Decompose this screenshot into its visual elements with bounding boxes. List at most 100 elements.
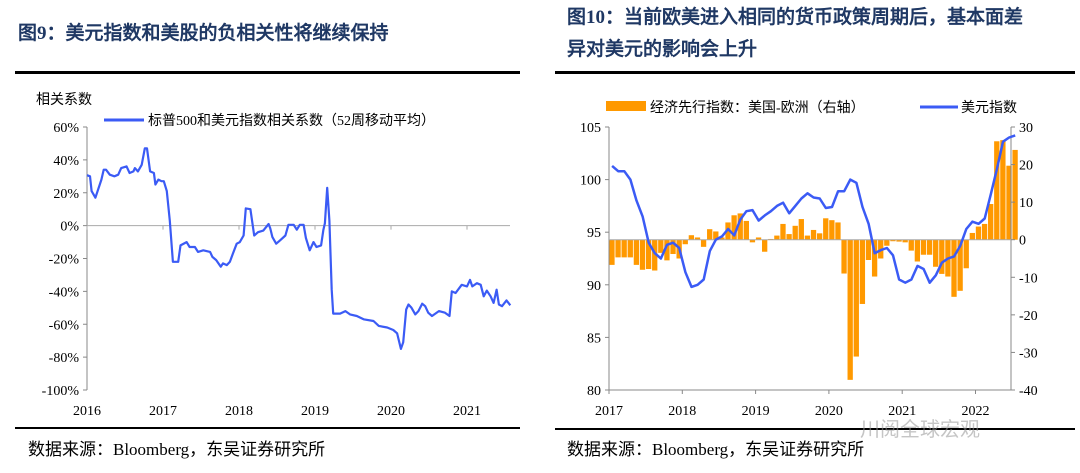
leading-index-bar: [627, 239, 633, 258]
leading-index-bar: [920, 239, 927, 255]
leading-index-bar: [609, 239, 615, 265]
leading-index-bar: [694, 237, 701, 240]
y-tick-label: 20%: [53, 187, 79, 202]
leading-index-bar: [1012, 149, 1018, 240]
x-tick-label: 2020: [815, 404, 843, 419]
leading-index-bar: [707, 229, 713, 240]
leading-index-bar: [963, 239, 969, 269]
y-tick-label: 60%: [53, 121, 79, 136]
left-chart-title: 图9：美元指数和美股的负相关性将继续保持: [18, 23, 389, 44]
x-tick-label: 2018: [668, 404, 696, 419]
left-bottom-rule: [15, 427, 520, 429]
legend-label-leading-index: 经济先行指数：美国-欧洲（右轴）: [650, 100, 865, 116]
leading-index-bar: [871, 239, 878, 277]
x-tick-label: 2019: [742, 404, 770, 419]
leading-index-bar: [737, 213, 743, 240]
right-y-tick-label: -30: [1019, 346, 1038, 361]
leading-index-bar: [804, 235, 811, 240]
leading-index-bar: [639, 239, 646, 270]
right-title-rule: [555, 71, 1075, 74]
leading-index-bar: [810, 229, 817, 240]
leading-index-bar: [939, 239, 945, 274]
x-tick-label: 2017: [149, 404, 177, 419]
leading-index-bar: [865, 239, 872, 261]
right-chart-title-line1: 图10：当前欧美进入相同的货币政策周期后，基本面差: [567, 7, 1024, 28]
leading-index-bar: [933, 239, 939, 267]
leading-index-bar: [670, 239, 676, 254]
y-tick-label: 40%: [53, 154, 79, 169]
leading-index-bar: [615, 239, 621, 258]
left-y-tick-label: 100: [580, 174, 601, 189]
leading-index-bar: [664, 239, 670, 261]
right-y-tick-label: 30: [1019, 121, 1033, 136]
legend-swatch-leading-index: [606, 101, 646, 111]
leading-index-bar: [774, 235, 780, 240]
right-bottom-rule: [555, 428, 1075, 430]
leading-index-bar: [823, 218, 829, 240]
leading-index-bar: [890, 239, 896, 242]
leading-index-bar: [969, 232, 975, 240]
leading-index-bar: [835, 222, 841, 240]
leading-index-bar: [621, 239, 627, 258]
legend-label-dollar-index: 美元指数: [961, 100, 1017, 116]
leading-index-bar: [731, 215, 737, 240]
leading-index-bar: [719, 237, 725, 240]
leading-index-bar: [792, 225, 798, 240]
correlation-line: [86, 147, 512, 350]
leading-index-bar: [841, 239, 847, 274]
x-tick-label: 2021: [453, 404, 481, 419]
leading-index-bar: [682, 239, 688, 245]
leading-index-bar: [908, 239, 914, 251]
leading-index-bar: [713, 231, 719, 240]
leading-index-bar: [951, 239, 957, 297]
y-tick-label: -80%: [49, 351, 80, 366]
leading-index-bar: [859, 239, 866, 304]
leading-index-bar: [633, 239, 640, 265]
legend-label-correlation: 标普500和美元指数相关系数（52周移动平均）: [148, 113, 435, 129]
left-y-tick-label: 80: [587, 384, 601, 399]
x-tick-label: 2022: [962, 404, 990, 419]
x-tick-label: 2020: [377, 404, 405, 419]
leading-index-bar: [829, 220, 835, 240]
x-tick-label: 2019: [301, 404, 329, 419]
leading-index-bar: [658, 239, 664, 253]
right-y-tick-label: 10: [1019, 196, 1033, 211]
x-tick-label: 2016: [73, 404, 101, 419]
left-source-note: 数据来源：Bloomberg，东吴证券研究所: [28, 440, 326, 459]
dollar-index-line: [611, 134, 1016, 289]
left-y-tick-label: 90: [587, 279, 601, 294]
x-tick-label: 2017: [595, 404, 623, 419]
right-y-tick-label: -40: [1019, 384, 1038, 399]
x-tick-label: 2018: [225, 404, 253, 419]
leading-index-bar: [688, 235, 695, 240]
leading-index-bar: [896, 239, 902, 242]
leading-index-bar: [652, 239, 658, 271]
leading-index-bar: [645, 239, 652, 270]
leading-index-bar: [884, 239, 890, 246]
leading-index-bar: [975, 226, 982, 240]
leading-index-bar: [762, 239, 768, 252]
right-y-tick-label: -20: [1019, 309, 1038, 324]
leading-index-bar: [853, 239, 859, 357]
left-y-tick-label: 95: [587, 226, 601, 241]
leading-index-bar: [786, 234, 792, 240]
leading-index-bar: [988, 204, 994, 240]
leading-index-bar: [798, 219, 804, 240]
leading-index-bar: [700, 239, 707, 247]
leading-index-bar: [847, 239, 853, 380]
x-tick-label: 2021: [888, 404, 916, 419]
y-axis-title: 相关系数: [36, 92, 92, 108]
leading-index-bar: [749, 239, 756, 243]
y-tick-label: 0%: [60, 220, 79, 235]
right-y-tick-label: 20: [1019, 159, 1033, 174]
y-tick-label: -20%: [49, 253, 80, 268]
leading-index-bar: [1000, 140, 1006, 240]
left-y-tick-label: 105: [580, 121, 601, 136]
leading-index-bar: [780, 223, 786, 240]
leading-index-bar: [743, 220, 749, 240]
right-source-note: 数据来源：Bloomberg，东吴证券研究所: [567, 440, 865, 459]
leading-index-bar: [816, 233, 823, 240]
right-y-tick-label: 0: [1019, 234, 1026, 249]
right-chart-title-line2: 异对美元的影响会上升: [567, 39, 758, 60]
leading-index-bar: [957, 239, 963, 291]
